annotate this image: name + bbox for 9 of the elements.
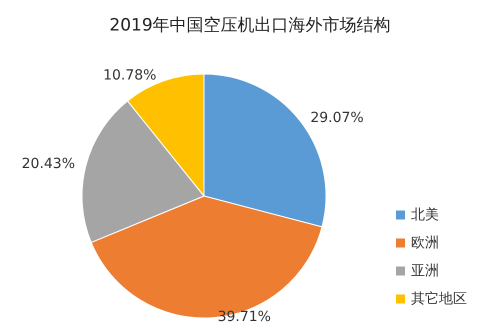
data-label: 10.78% <box>103 67 156 84</box>
data-label: 39.71% <box>218 309 271 325</box>
data-label: 29.07% <box>310 110 364 126</box>
chart-title: 2019年中国空压机出口海外市场结构 <box>109 16 391 36</box>
legend-label: 亚洲 <box>411 263 439 279</box>
legend-label: 北美 <box>411 207 439 223</box>
legend-label: 欧洲 <box>411 235 439 251</box>
data-label: 20.43% <box>22 156 76 172</box>
legend-label: 其它地区 <box>411 291 467 307</box>
